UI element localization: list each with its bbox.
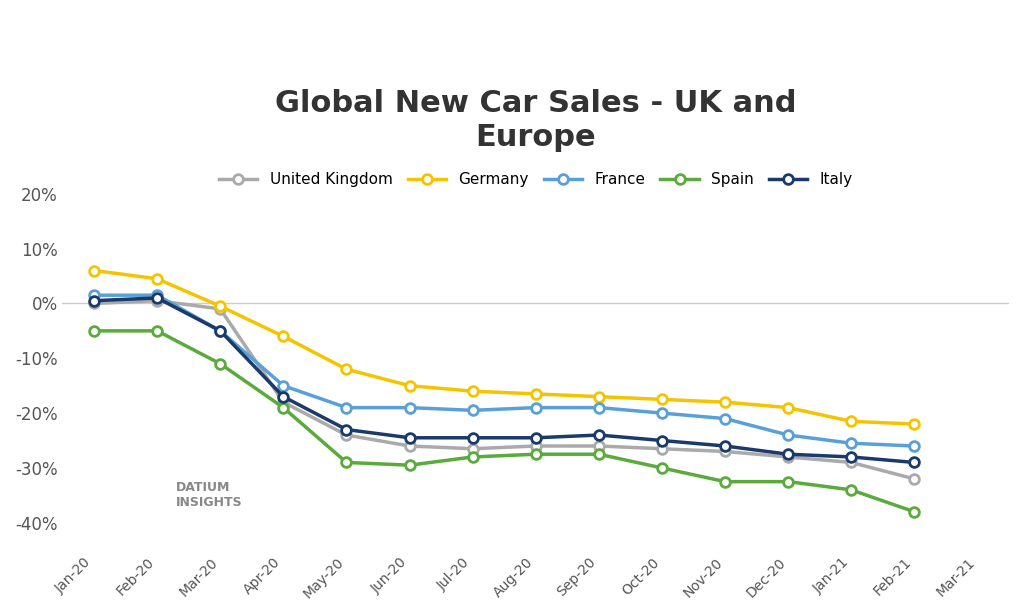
Text: DATIUM
INSIGHTS: DATIUM INSIGHTS <box>176 481 243 509</box>
Legend: United Kingdom, Germany, France, Spain, Italy: United Kingdom, Germany, France, Spain, … <box>213 166 858 193</box>
Title: Global New Car Sales - UK and
Europe: Global New Car Sales - UK and Europe <box>275 89 797 152</box>
